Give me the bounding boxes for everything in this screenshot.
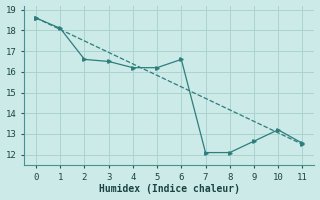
X-axis label: Humidex (Indice chaleur): Humidex (Indice chaleur)	[99, 184, 240, 194]
